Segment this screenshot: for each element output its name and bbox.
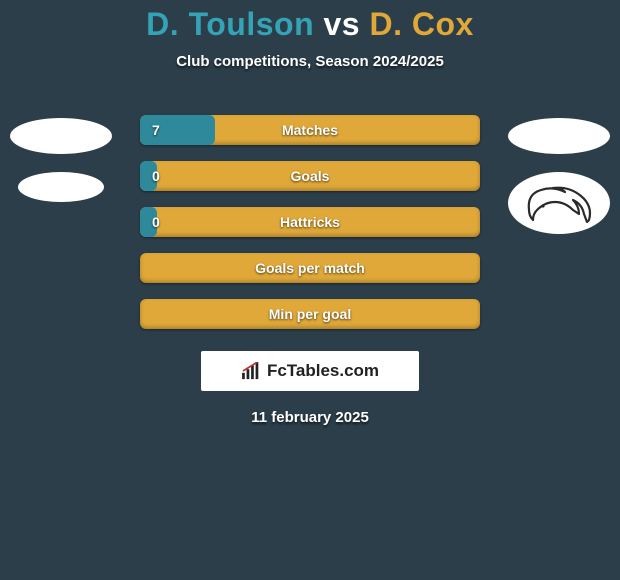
stat-bar-goals-per-match: Goals per match bbox=[140, 253, 480, 283]
stat-bar-goals: 0 Goals bbox=[140, 161, 480, 191]
stat-label: Min per goal bbox=[140, 306, 480, 322]
vs-text: vs bbox=[324, 6, 361, 42]
right-club-logos bbox=[504, 118, 614, 234]
ram-logo-icon bbox=[508, 172, 610, 234]
player1-name: D. Toulson bbox=[146, 6, 314, 42]
watermark-text: FcTables.com bbox=[267, 361, 379, 381]
stat-label: Goals per match bbox=[140, 260, 480, 276]
stat-label: Goals bbox=[140, 168, 480, 184]
date-text: 11 february 2025 bbox=[0, 409, 620, 426]
player2-name: D. Cox bbox=[369, 6, 473, 42]
comparison-title: D. Toulson vs D. Cox bbox=[0, 0, 620, 43]
bars-icon bbox=[241, 362, 263, 380]
subtitle: Club competitions, Season 2024/2025 bbox=[0, 53, 620, 70]
stat-bar-min-per-goal: Min per goal bbox=[140, 299, 480, 329]
left-club-logos bbox=[6, 118, 116, 202]
stat-label: Matches bbox=[140, 122, 480, 138]
watermark: FcTables.com bbox=[201, 351, 419, 391]
stat-bars: 7 Matches 0 Goals 0 Hattricks Goals per … bbox=[140, 115, 480, 329]
stat-label: Hattricks bbox=[140, 214, 480, 230]
club-logo-icon bbox=[18, 172, 104, 202]
stat-bar-hattricks: 0 Hattricks bbox=[140, 207, 480, 237]
club-logo-icon bbox=[10, 118, 112, 154]
club-logo-icon bbox=[508, 118, 610, 154]
stat-bar-matches: 7 Matches bbox=[140, 115, 480, 145]
